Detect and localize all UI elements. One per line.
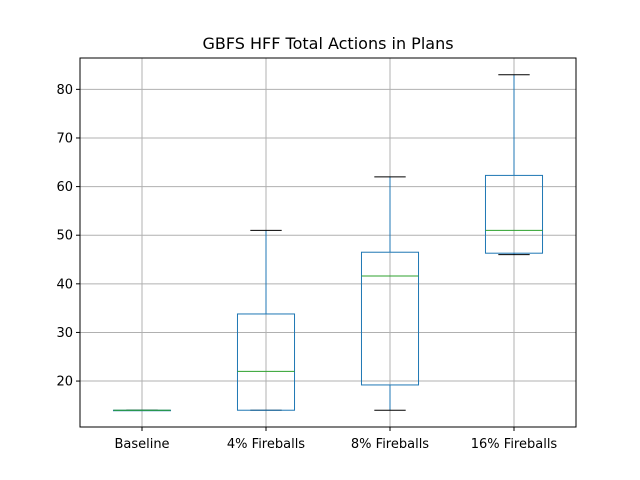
x-tick-label: 16% Fireballs	[471, 437, 558, 452]
y-tick-label: 30	[56, 326, 73, 341]
box-iqr	[360, 251, 420, 386]
box-3	[484, 74, 544, 256]
box-2	[360, 176, 420, 411]
box-iqr	[484, 174, 544, 254]
x-tick-label: 4% Fireballs	[227, 437, 305, 452]
box-1	[236, 229, 296, 411]
box-plots	[112, 74, 544, 412]
chart-title: GBFS HFF Total Actions in Plans	[202, 34, 453, 53]
y-tick-label: 70	[56, 131, 73, 146]
box-iqr	[236, 313, 296, 411]
x-axis-ticks: Baseline 4% Fireballs 8% Fireballs 16% Fire…	[114, 427, 557, 452]
y-tick-label: 20	[56, 375, 73, 390]
axes-frame	[79, 57, 577, 428]
box-0	[112, 409, 172, 412]
y-tick-label: 50	[56, 229, 73, 244]
grid-lines	[80, 58, 576, 427]
x-tick-label: Baseline	[114, 437, 169, 452]
y-tick-label: 40	[56, 277, 73, 292]
y-tick-label: 60	[56, 180, 73, 195]
y-tick-label: 80	[56, 83, 73, 98]
y-axis-ticks: 20 30 40 50 60 70 80	[56, 83, 80, 390]
x-tick-label: 8% Fireballs	[351, 437, 429, 452]
